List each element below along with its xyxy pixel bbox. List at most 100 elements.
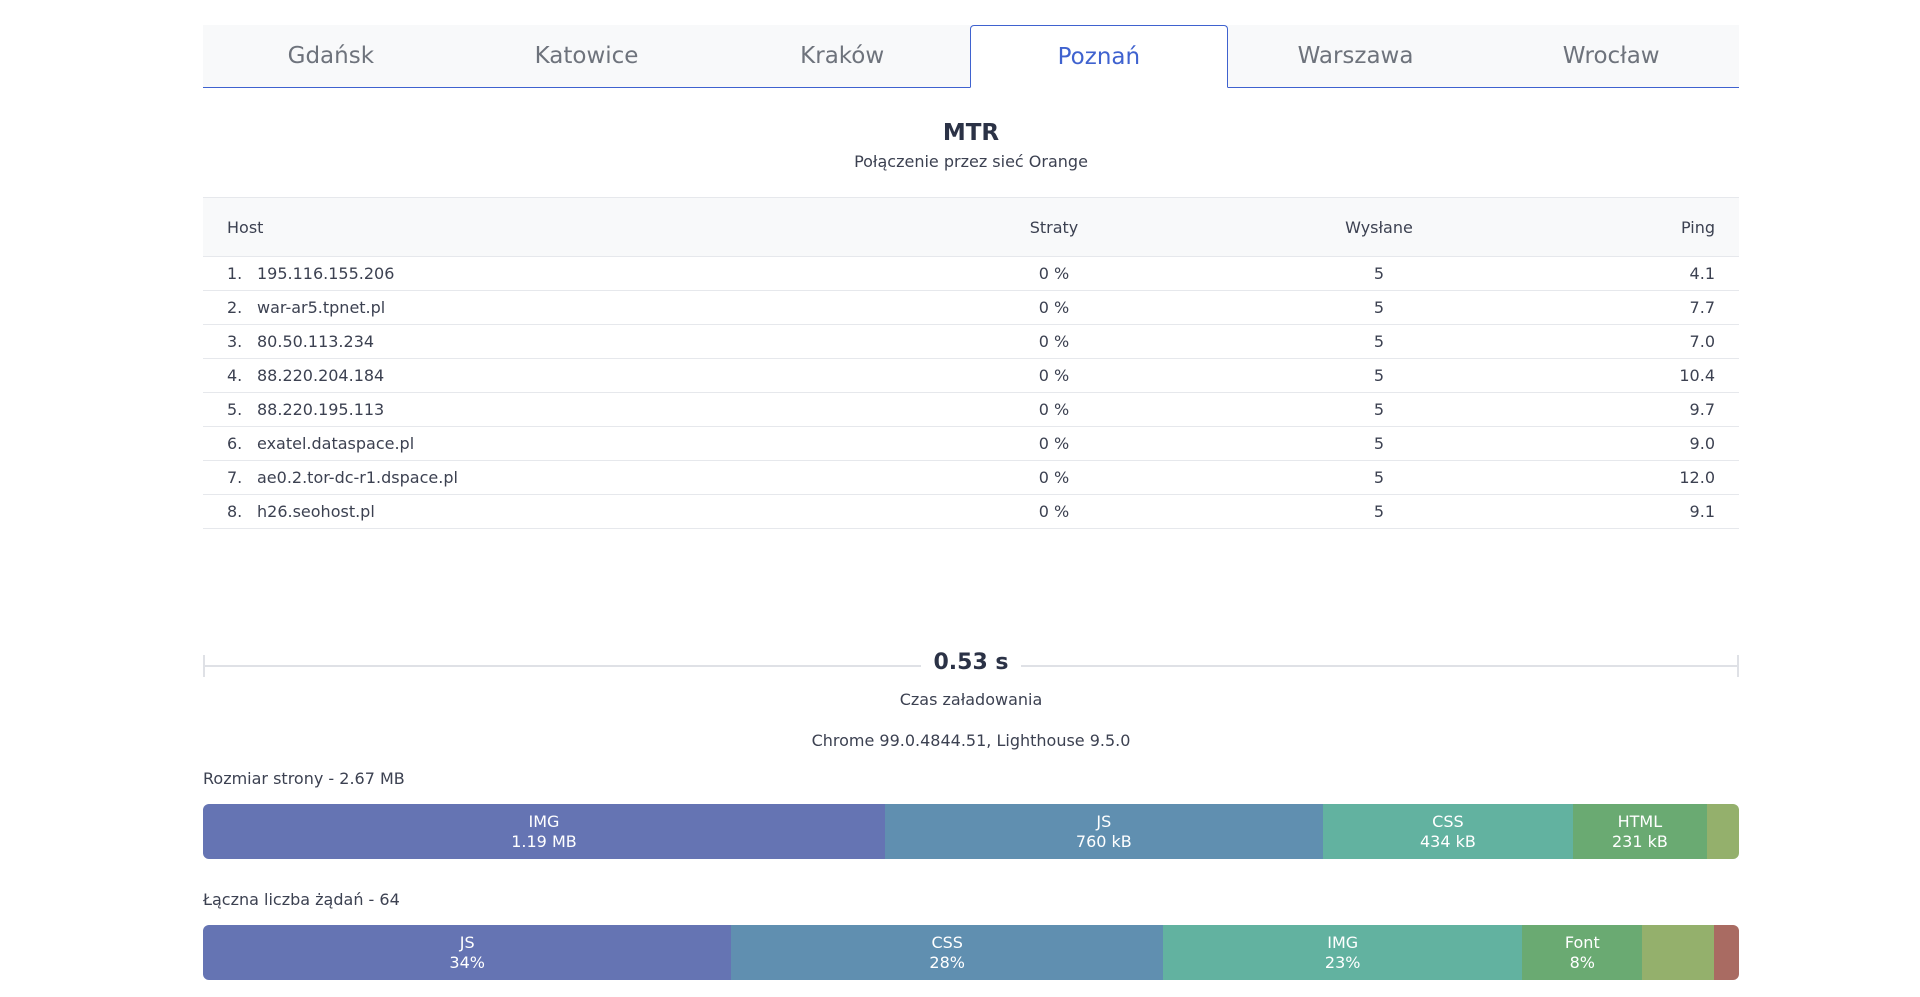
host-cell: 3. 80.50.113.234 xyxy=(203,324,908,359)
tab-wroclaw[interactable]: Wrocław xyxy=(1562,43,1660,69)
page-size-label: Rozmiar strony - 2.67 MB xyxy=(203,769,405,788)
size-segment-other[interactable] xyxy=(1706,804,1739,859)
sent-cell: 5 xyxy=(1200,256,1558,291)
host-cell: 6. exatel.dataspace.pl xyxy=(203,426,908,461)
table-row: 2. war-ar5.tpnet.pl 0 % 5 7.7 xyxy=(203,290,1739,325)
city-tabs: Gdańsk Katowice Kraków Poznań Warszawa W… xyxy=(203,25,1739,88)
size-segment-img[interactable]: IMG 1.19 MB xyxy=(203,804,885,859)
segment-name: IMG xyxy=(1327,932,1359,952)
tab-poznan[interactable]: Poznań xyxy=(970,25,1228,88)
segment-value: 760 kB xyxy=(1075,831,1132,851)
loss-cell: 0 % xyxy=(908,460,1200,495)
sent-cell: 5 xyxy=(1200,426,1558,461)
ping-cell: 10.4 xyxy=(1558,358,1739,393)
page-content: Gdańsk Katowice Kraków Poznań Warszawa W… xyxy=(203,25,1739,980)
requests-segment-js[interactable]: JS 34% xyxy=(203,925,732,980)
segment-name: JS xyxy=(459,932,475,952)
mtr-title: MTR xyxy=(942,120,1000,146)
sent-cell: 5 xyxy=(1200,324,1558,359)
hop-number: 2. xyxy=(227,298,243,317)
loss-cell: 0 % xyxy=(908,494,1200,529)
mtr-table-body: 1. 195.116.155.206 0 % 5 4.1 2. war-ar5.tpnet.… xyxy=(203,256,1739,529)
requests-bar: JS 34% CSS 28% IMG 23% Font 8% xyxy=(203,925,1739,980)
tab-warszawa[interactable]: Warszawa xyxy=(1297,43,1414,69)
segment-name: CSS xyxy=(1432,811,1464,831)
loss-cell: 0 % xyxy=(908,392,1200,427)
host-cell: 4. 88.220.204.184 xyxy=(203,358,908,393)
sent-cell: 5 xyxy=(1200,392,1558,427)
requests-segment-css[interactable]: CSS 28% xyxy=(731,925,1163,980)
requests-segment-font[interactable]: Font 8% xyxy=(1522,925,1643,980)
loss-cell: 0 % xyxy=(908,290,1200,325)
hop-number: 3. xyxy=(227,332,243,351)
table-row: 8. h26.seohost.pl 0 % 5 9.1 xyxy=(203,494,1739,529)
table-row: 7. ae0.2.tor-dc-r1.dspace.pl 0 % 5 12.0 xyxy=(203,460,1739,495)
tab-gdansk[interactable]: Gdańsk xyxy=(287,43,375,69)
host-cell: 5. 88.220.195.113 xyxy=(203,392,908,427)
page-size-bar: IMG 1.19 MB JS 760 kB CSS 434 kB HTML 231 kB xyxy=(203,804,1739,859)
segment-name: Font xyxy=(1564,932,1600,952)
host-name: exatel.dataspace.pl xyxy=(257,434,415,453)
table-row: 3. 80.50.113.234 0 % 5 7.0 xyxy=(203,324,1739,359)
load-line-end-cap xyxy=(1737,655,1739,677)
sent-cell: 5 xyxy=(1200,358,1558,393)
load-time-indicator: 0.53 s xyxy=(203,650,1739,680)
hop-number: 1. xyxy=(227,264,243,283)
sent-cell: 5 xyxy=(1200,460,1558,495)
host-cell: 2. war-ar5.tpnet.pl xyxy=(203,290,908,325)
size-segment-js[interactable]: JS 760 kB xyxy=(884,804,1323,859)
ping-cell: 9.0 xyxy=(1558,426,1739,461)
table-row: 5. 88.220.195.113 0 % 5 9.7 xyxy=(203,392,1739,427)
ping-cell: 9.1 xyxy=(1558,494,1739,529)
segment-value: 34% xyxy=(449,952,485,972)
column-header-host: Host xyxy=(203,197,908,257)
segment-name: CSS xyxy=(931,932,963,952)
sent-cell: 5 xyxy=(1200,290,1558,325)
hop-number: 5. xyxy=(227,400,243,419)
host-name: 80.50.113.234 xyxy=(257,332,375,351)
segment-name: IMG xyxy=(528,811,560,831)
tab-krakow[interactable]: Kraków xyxy=(800,43,885,69)
hop-number: 6. xyxy=(227,434,243,453)
host-name: ae0.2.tor-dc-r1.dspace.pl xyxy=(257,468,458,487)
host-name: h26.seohost.pl xyxy=(257,502,375,521)
browser-info: Chrome 99.0.4844.51, Lighthouse 9.5.0 xyxy=(811,731,1131,750)
table-row: 6. exatel.dataspace.pl 0 % 5 9.0 xyxy=(203,426,1739,461)
loss-cell: 0 % xyxy=(908,426,1200,461)
segment-name: JS xyxy=(1096,811,1112,831)
host-name: 88.220.195.113 xyxy=(257,400,385,419)
column-header-sent: Wysłane xyxy=(1200,197,1558,257)
host-cell: 1. 195.116.155.206 xyxy=(203,256,908,291)
requests-segment-other[interactable] xyxy=(1642,925,1715,980)
segment-value: 8% xyxy=(1569,952,1595,972)
loss-cell: 0 % xyxy=(908,358,1200,393)
segment-value: 28% xyxy=(929,952,965,972)
ping-cell: 12.0 xyxy=(1558,460,1739,495)
requests-segment-img[interactable]: IMG 23% xyxy=(1162,925,1523,980)
host-cell: 8. h26.seohost.pl xyxy=(203,494,908,529)
ping-cell: 7.7 xyxy=(1558,290,1739,325)
hop-number: 8. xyxy=(227,502,243,521)
host-name: war-ar5.tpnet.pl xyxy=(257,298,386,317)
mtr-table: Host Straty Wysłane Ping 1. 195.116.155.2… xyxy=(203,197,1739,529)
host-name: 195.116.155.206 xyxy=(257,264,395,283)
tab-katowice[interactable]: Katowice xyxy=(534,43,639,69)
size-segment-css[interactable]: CSS 434 kB xyxy=(1322,804,1574,859)
ping-cell: 7.0 xyxy=(1558,324,1739,359)
table-header-row: Host Straty Wysłane Ping xyxy=(203,197,1739,257)
hop-number: 4. xyxy=(227,366,243,385)
host-cell: 7. ae0.2.tor-dc-r1.dspace.pl xyxy=(203,460,908,495)
requests-label: Łączna liczba żądań - 64 xyxy=(203,890,400,909)
loss-cell: 0 % xyxy=(908,324,1200,359)
size-segment-html[interactable]: HTML 231 kB xyxy=(1573,804,1707,859)
load-time-label: Czas załadowania xyxy=(899,690,1043,709)
segment-value: 1.19 MB xyxy=(511,831,577,851)
requests-segment-other[interactable] xyxy=(1714,925,1739,980)
sent-cell: 5 xyxy=(1200,494,1558,529)
column-header-ping: Ping xyxy=(1558,197,1739,257)
host-name: 88.220.204.184 xyxy=(257,366,385,385)
loss-cell: 0 % xyxy=(908,256,1200,291)
table-row: 1. 195.116.155.206 0 % 5 4.1 xyxy=(203,256,1739,291)
load-time-value: 0.53 s xyxy=(921,650,1021,675)
table-row: 4. 88.220.204.184 0 % 5 10.4 xyxy=(203,358,1739,393)
